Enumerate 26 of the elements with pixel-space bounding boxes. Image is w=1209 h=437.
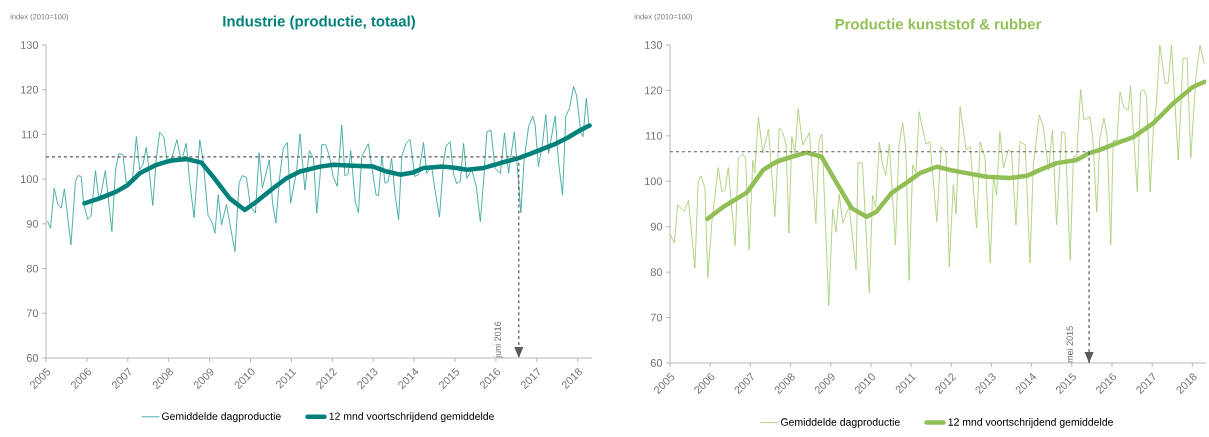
chart-title: Industrie (productie, totaal)	[223, 15, 415, 30]
y-tick-label: 110	[21, 130, 39, 139]
legend-label: 12 mnd voortschrijdend gemiddelde	[948, 418, 1113, 428]
legend-label: 12 mnd voortschrijdend gemiddelde	[329, 412, 494, 422]
line-series	[705, 79, 1207, 222]
y-tick-label: 90	[650, 222, 663, 231]
ref-line-label: mei 2015	[1066, 326, 1073, 363]
y-tick-label: 130	[21, 41, 39, 49]
y-tick-label: 130	[645, 41, 663, 49]
y-tick-label: 60	[650, 359, 663, 367]
y-tick-label: 80	[650, 268, 663, 277]
y-tick-label: 70	[26, 309, 39, 318]
y-tick-label: 100	[21, 175, 39, 184]
y-tick-label: 120	[21, 85, 39, 94]
y-tick-label: 120	[645, 86, 663, 95]
y-tick-label: 90	[26, 219, 39, 228]
y-tick-label: 100	[645, 177, 663, 186]
legend-label: Gemiddelde dagproductie	[780, 418, 900, 428]
chart-title: Productie kunststof & rubber	[835, 18, 1042, 30]
y-tick-label: 80	[26, 264, 39, 273]
y-tick-label: 60	[26, 354, 39, 362]
ref-line-label: juni 2016	[494, 321, 503, 358]
y-tick-label: 70	[650, 313, 663, 322]
legend-label: Gemiddelde dagproductie	[161, 412, 281, 422]
y-tick-label: 110	[645, 131, 663, 140]
line-series	[82, 123, 592, 213]
